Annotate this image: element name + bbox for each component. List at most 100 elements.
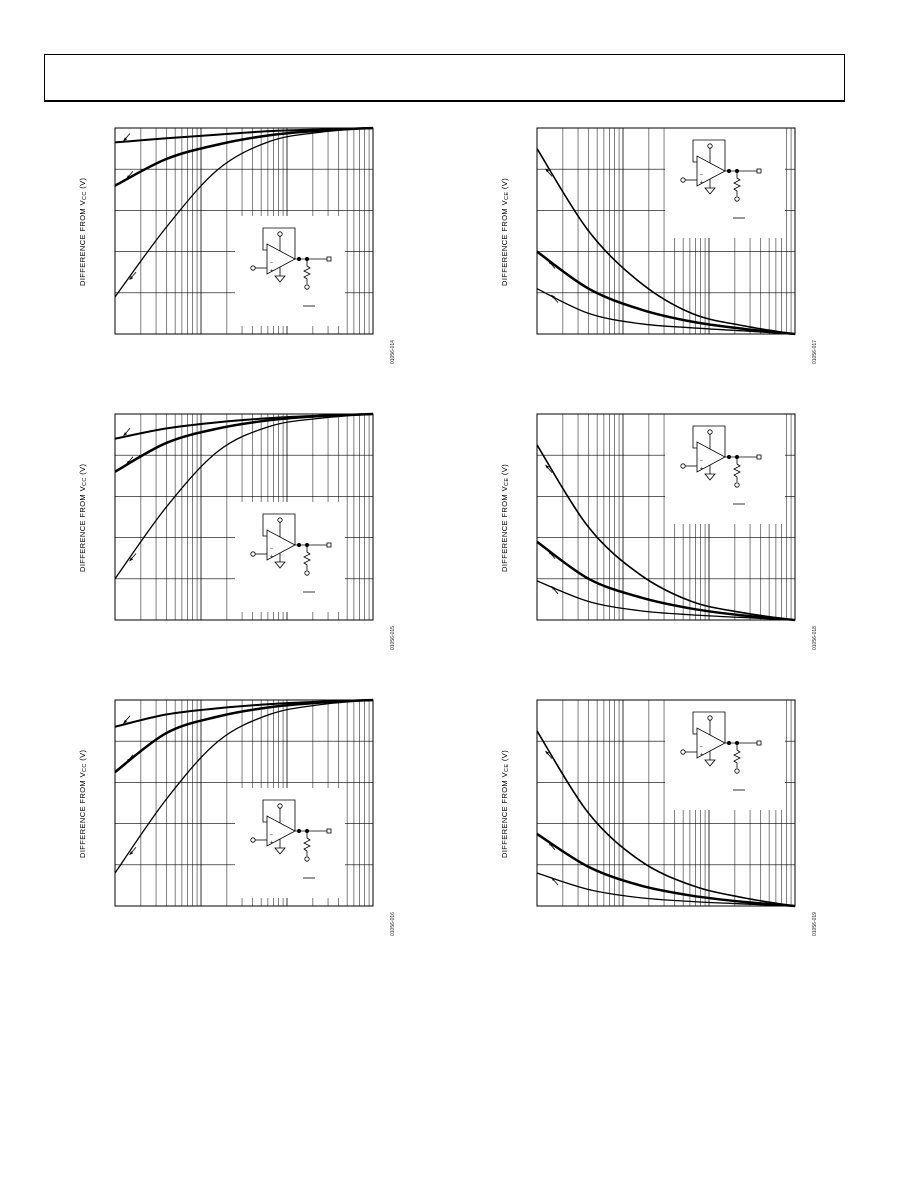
- feedback-wire: [262, 513, 296, 545]
- pointer-head: [548, 260, 552, 265]
- noninverting-input-mark: +: [700, 466, 703, 472]
- series-line-2: [536, 540, 796, 622]
- op-amp-circuit-icon: –+: [680, 425, 762, 505]
- pointer-head: [129, 557, 133, 562]
- pointer-head: [545, 464, 549, 469]
- input-terminal: [680, 177, 686, 183]
- noninverting-input-mark: +: [270, 268, 273, 274]
- noninverting-input-mark: +: [270, 554, 273, 560]
- chart-panel: DIFFERENCE FROM VCC (V) 01056-016– +: [70, 690, 400, 950]
- page-header-box: [44, 54, 845, 102]
- inverting-input-mark: –: [270, 546, 273, 552]
- load-resistor-icon: [733, 171, 741, 196]
- series-line-1: [536, 148, 796, 335]
- pointer-head: [126, 460, 130, 465]
- circuit-inset-background: [235, 788, 345, 898]
- input-terminal: [680, 749, 686, 755]
- plot-area: –+: [114, 126, 374, 335]
- ground-icon: [704, 473, 716, 481]
- noninverting-input-mark: +: [270, 840, 273, 846]
- curve-pointer-arrow: [548, 550, 556, 559]
- op-amp-circuit-icon: –+: [680, 139, 762, 219]
- curve-pointer-arrow: [545, 464, 553, 473]
- supply-terminal: [277, 231, 283, 237]
- op-amp-circuit-icon: –+: [680, 711, 762, 791]
- op-amp-triangle: [266, 529, 296, 561]
- series-line-1: [114, 699, 374, 728]
- load-resistor-icon: [733, 743, 741, 768]
- input-terminal: [250, 837, 256, 843]
- curve-pointer-arrow: [551, 876, 559, 886]
- chart-panel: DIFFERENCE FROM VCC (V) 01056-014– +: [70, 118, 400, 378]
- feedback-wire: [692, 711, 726, 743]
- series-line-3: [114, 413, 374, 580]
- plot-area: –+: [536, 127, 796, 336]
- load-terminal: [304, 284, 310, 290]
- pointer-head: [123, 137, 127, 142]
- op-amp-circuit-icon: –+: [250, 513, 332, 593]
- feedback-wire: [262, 799, 296, 831]
- load-terminal: [734, 768, 740, 774]
- chart-panel: DIFFERENCE FROM VCE (V) 01056-019– +: [492, 690, 822, 950]
- ground-icon: [704, 759, 716, 767]
- series-line-3: [536, 288, 796, 335]
- pointer-head: [548, 841, 552, 846]
- input-terminal: [680, 463, 686, 469]
- pointer-head: [123, 432, 127, 437]
- curve-pointer-arrow: [123, 427, 131, 437]
- curve-pointer-arrow: [126, 754, 134, 763]
- inverting-input-mark: –: [270, 260, 273, 266]
- series-line-3: [536, 580, 796, 621]
- pointer-head: [551, 876, 555, 881]
- ground-icon: [274, 561, 286, 569]
- plot-frame: [536, 413, 796, 621]
- plot-area: –+: [536, 699, 796, 908]
- plot-frame: [114, 127, 374, 335]
- pointer-head: [551, 294, 555, 299]
- load-terminal: [304, 570, 310, 576]
- output-terminal: [326, 542, 332, 548]
- curve-pointer-arrow: [548, 841, 556, 851]
- op-amp-circuit-icon: –+: [250, 227, 332, 307]
- plot-frame: [114, 699, 374, 907]
- pointer-head: [129, 851, 133, 856]
- input-terminal: [250, 551, 256, 557]
- pointer-head: [545, 750, 549, 755]
- series-line-1: [536, 444, 796, 621]
- output-terminal: [756, 740, 762, 746]
- chart-panel: DIFFERENCE FROM VCE (V) 01056-018– +: [492, 404, 822, 664]
- series-line-1: [114, 413, 374, 440]
- load-resistor-icon: [303, 831, 311, 856]
- curve-pointer-arrow: [548, 260, 556, 269]
- curve-pointer-arrow: [123, 133, 131, 142]
- op-amp-circuit-icon: –+: [250, 799, 332, 879]
- ground-icon: [274, 275, 286, 283]
- curve-pointer-arrow: [129, 553, 137, 562]
- inverting-input-mark: –: [700, 744, 703, 750]
- series-line-2: [536, 832, 796, 908]
- op-amp-triangle: [696, 155, 726, 187]
- pointer-head: [551, 585, 555, 590]
- output-node: [297, 256, 302, 261]
- chart-panel: DIFFERENCE FROM VCC (V) 01056-015– +: [70, 404, 400, 664]
- output-node: [727, 168, 732, 173]
- supply-terminal: [707, 715, 713, 721]
- output-node: [727, 740, 732, 745]
- curve-pointer-arrow: [123, 715, 131, 724]
- load-resistor-icon: [303, 259, 311, 284]
- output-terminal: [326, 828, 332, 834]
- pointer-head: [126, 758, 130, 763]
- load-resistor-icon: [733, 457, 741, 482]
- load-terminal: [734, 196, 740, 202]
- curve-pointer-arrow: [126, 456, 134, 465]
- circuit-inset-background: [235, 216, 345, 326]
- output-node: [297, 542, 302, 547]
- curve-pointer-arrow: [551, 294, 559, 303]
- plot-area: –+: [114, 698, 374, 907]
- plot-frame: [114, 413, 374, 621]
- ground-icon: [274, 847, 286, 855]
- ground-icon: [704, 187, 716, 195]
- inverting-input-mark: –: [700, 172, 703, 178]
- op-amp-triangle: [266, 815, 296, 847]
- curve-pointer-arrow: [129, 271, 137, 281]
